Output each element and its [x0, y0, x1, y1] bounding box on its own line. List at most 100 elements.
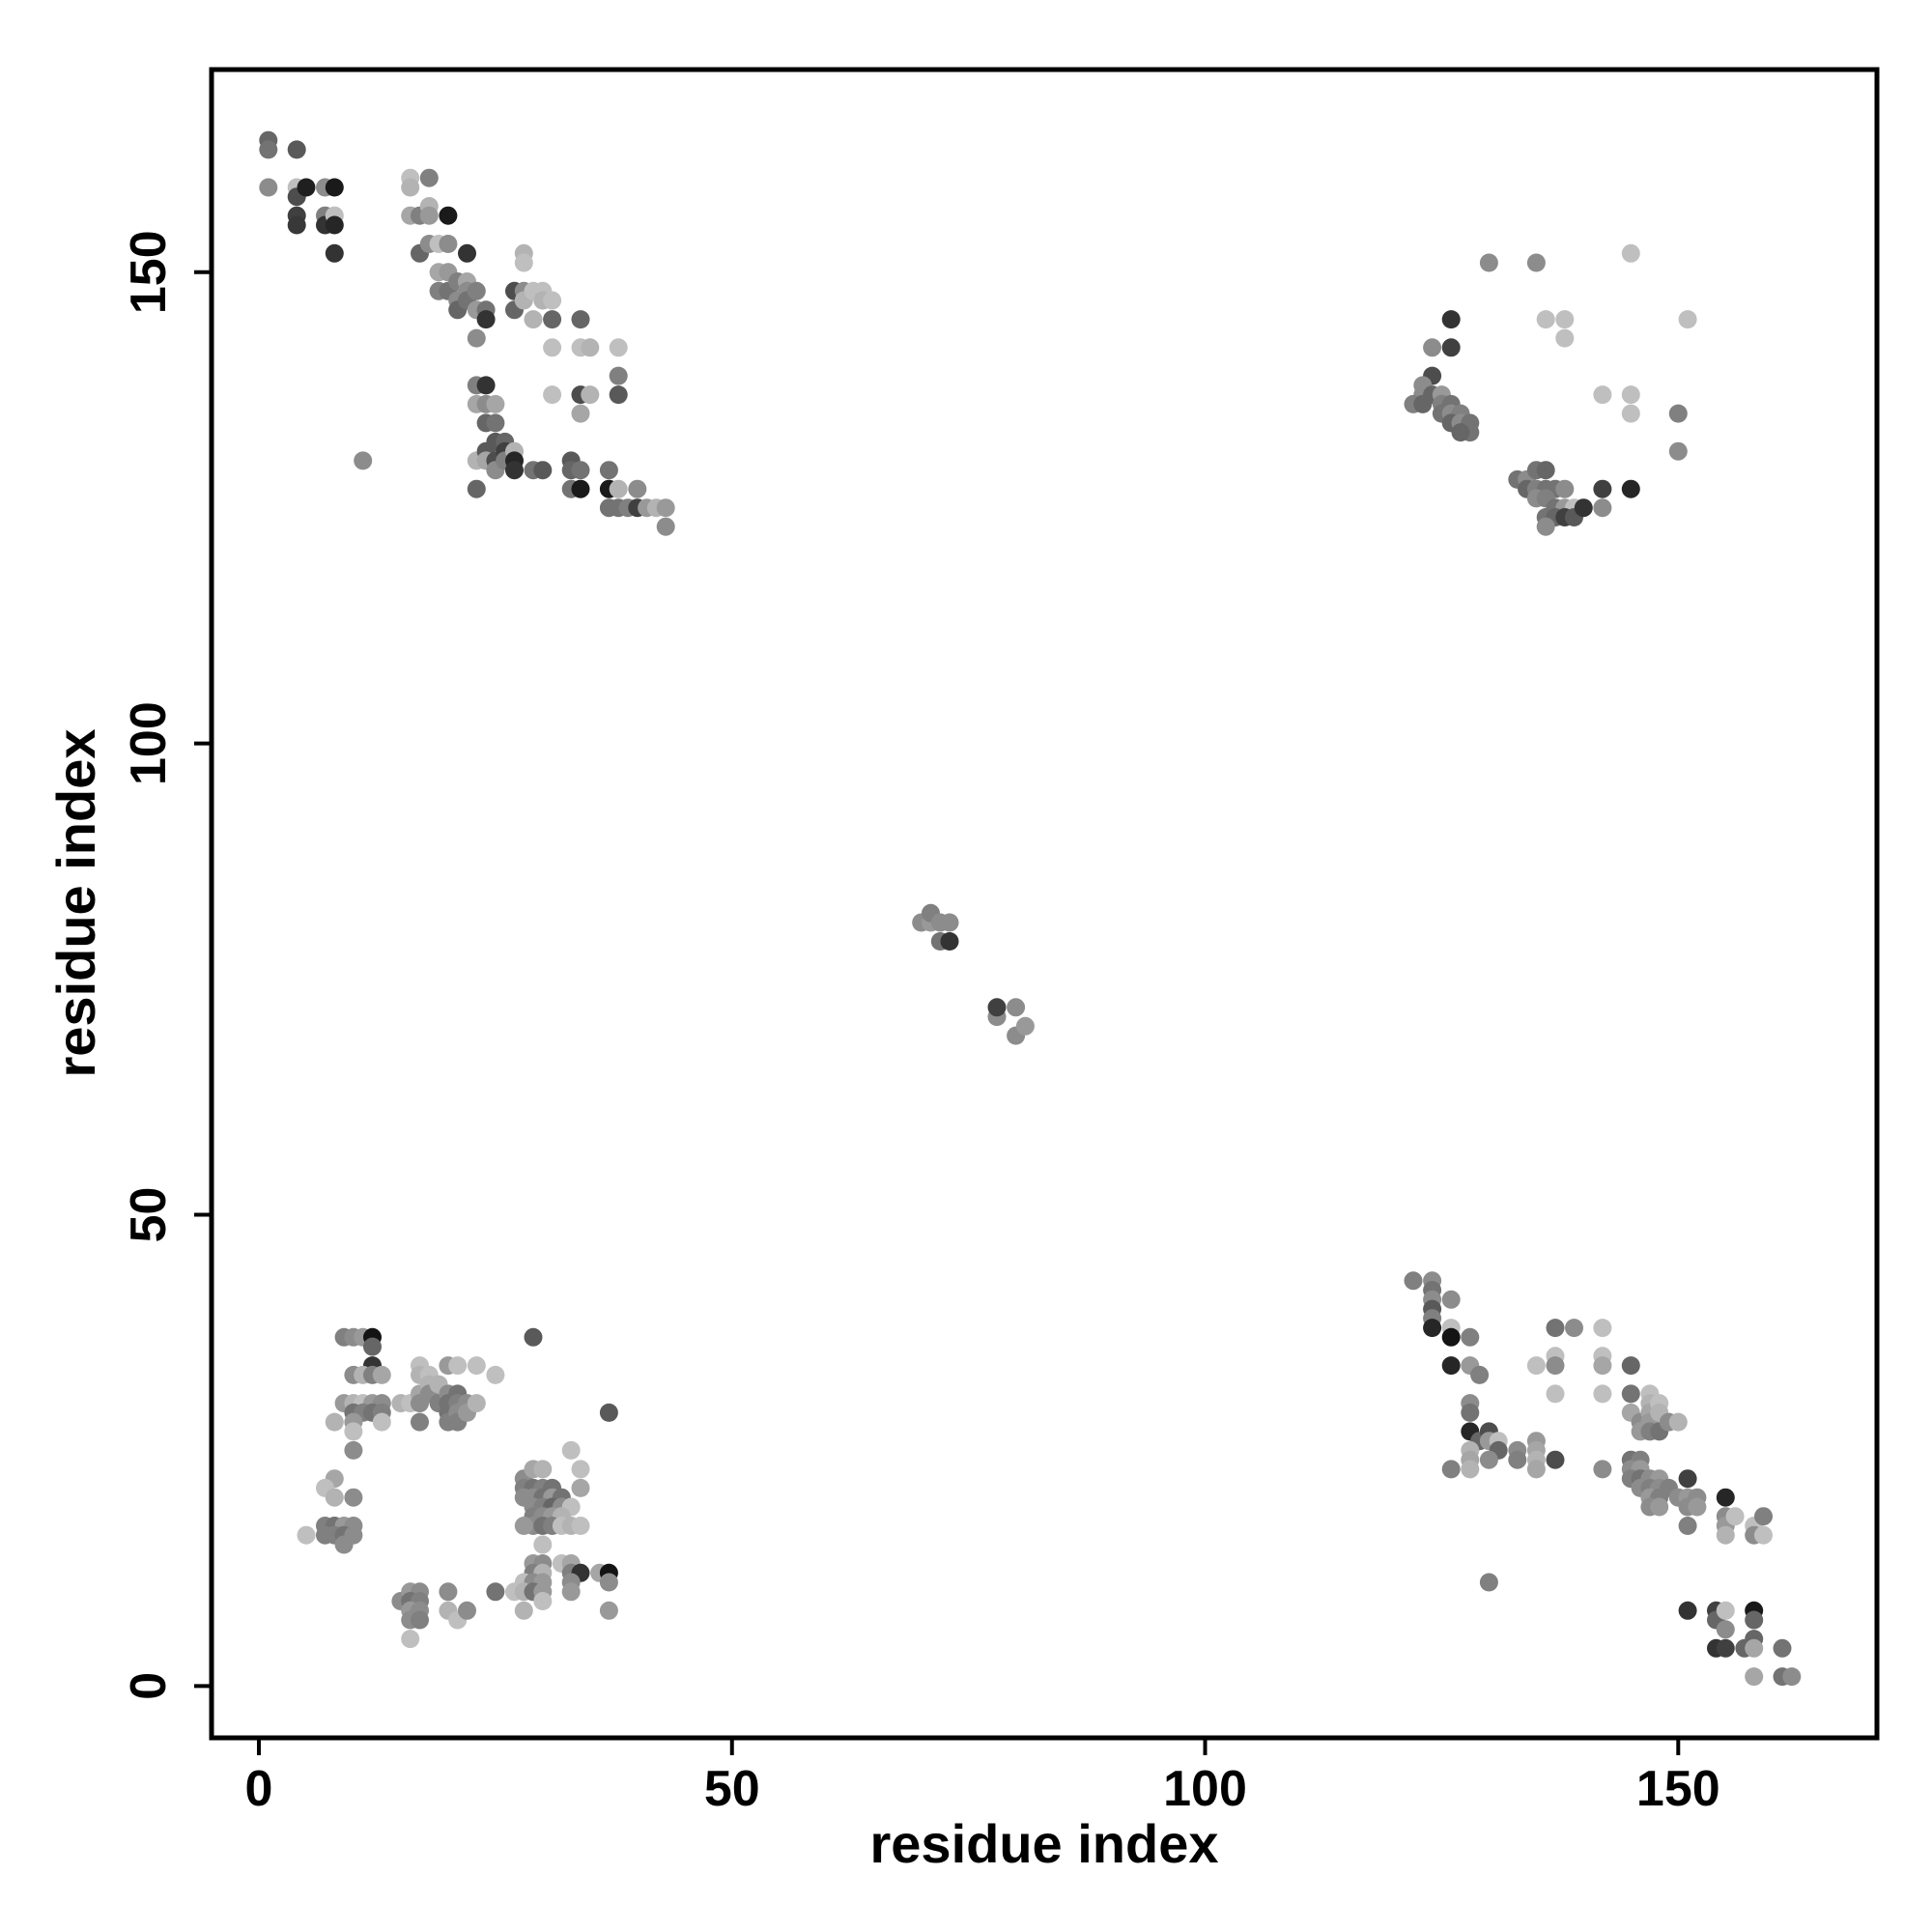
data-point — [1754, 1507, 1773, 1526]
data-point — [1007, 998, 1026, 1017]
data-point — [1650, 1497, 1669, 1517]
data-point — [1441, 338, 1461, 357]
data-point — [656, 498, 675, 518]
x-axis-title: residue index — [869, 1813, 1218, 1874]
data-point — [448, 1356, 468, 1376]
data-point — [1546, 1450, 1565, 1469]
data-point — [1015, 1016, 1035, 1036]
data-point — [533, 461, 553, 480]
data-point — [599, 1403, 618, 1422]
data-point — [1621, 1384, 1640, 1404]
data-point — [401, 1630, 420, 1649]
data-point — [486, 413, 505, 433]
data-point — [467, 1394, 486, 1413]
data-point — [1536, 310, 1555, 329]
data-point — [467, 328, 486, 348]
data-point — [439, 1582, 458, 1602]
data-point — [486, 394, 505, 413]
data-point — [1555, 479, 1575, 498]
data-point — [1441, 310, 1461, 329]
data-point — [1716, 1488, 1735, 1507]
data-point — [1745, 1638, 1764, 1658]
data-point — [1716, 1638, 1735, 1658]
data-point — [533, 1592, 553, 1610]
data-point — [1461, 1403, 1480, 1422]
data-point — [514, 1517, 533, 1535]
data-point — [1479, 253, 1498, 272]
data-point — [1404, 1271, 1423, 1291]
data-point — [1621, 404, 1640, 423]
data-point — [987, 998, 1007, 1017]
data-point — [287, 215, 306, 235]
data-point — [533, 1535, 553, 1554]
data-point — [1508, 1450, 1527, 1469]
data-point — [1593, 385, 1612, 405]
x-axis: 0 50 100 150 — [245, 1738, 1720, 1817]
data-point — [325, 178, 344, 197]
data-point — [334, 1535, 354, 1554]
data-point — [524, 310, 543, 329]
data-point — [458, 243, 476, 263]
data-point — [1773, 1638, 1792, 1658]
data-point — [1470, 1365, 1490, 1384]
data-point — [354, 451, 373, 470]
data-point — [571, 1478, 590, 1497]
data-point — [1621, 1356, 1640, 1376]
data-point — [259, 140, 278, 159]
data-point — [344, 1488, 363, 1507]
data-point — [543, 310, 562, 329]
plot-frame — [209, 67, 1880, 1741]
data-point — [1441, 1327, 1461, 1347]
data-point — [571, 310, 590, 329]
data-points — [259, 130, 1802, 1687]
data-point — [1565, 1319, 1583, 1338]
data-point — [561, 1582, 581, 1602]
data-point — [1668, 404, 1688, 423]
data-point — [439, 235, 458, 253]
data-point — [1593, 1319, 1612, 1338]
data-point — [1441, 1460, 1461, 1479]
data-point — [609, 366, 628, 385]
data-point — [599, 461, 618, 480]
data-point — [1526, 1460, 1546, 1479]
data-point — [325, 1412, 344, 1432]
data-point — [524, 1327, 543, 1347]
data-point — [1441, 1356, 1461, 1376]
x-tick-label: 100 — [1163, 1761, 1247, 1817]
data-point — [1536, 517, 1555, 536]
data-point — [372, 1365, 391, 1384]
data-point — [1479, 1573, 1498, 1592]
data-point — [467, 1356, 486, 1376]
data-point — [1423, 1319, 1442, 1338]
data-point — [476, 310, 496, 329]
data-point — [1716, 1525, 1735, 1545]
y-axis: 0 50 100 150 — [121, 230, 212, 1700]
data-point — [439, 206, 458, 225]
data-point — [325, 1488, 344, 1507]
data-point — [411, 1610, 429, 1630]
data-point — [1461, 1460, 1480, 1479]
data-point — [419, 206, 439, 225]
data-point — [1555, 328, 1575, 348]
data-point — [476, 376, 496, 395]
data-point — [1574, 498, 1593, 518]
data-point — [571, 404, 590, 423]
data-point — [581, 385, 600, 405]
data-point — [599, 1601, 618, 1620]
data-point — [1621, 243, 1640, 263]
data-point — [1668, 1412, 1688, 1432]
data-point — [1725, 1507, 1745, 1526]
data-point — [1593, 498, 1612, 518]
data-point — [259, 178, 278, 197]
data-point — [1621, 385, 1640, 405]
data-point — [1546, 1319, 1565, 1338]
data-point — [419, 168, 439, 187]
data-point — [1441, 1290, 1461, 1309]
data-point — [571, 1460, 590, 1479]
data-point — [344, 1422, 363, 1441]
data-point — [486, 1365, 505, 1384]
data-point — [486, 1582, 505, 1602]
data-point — [1745, 1610, 1764, 1630]
data-point — [1745, 1667, 1764, 1687]
